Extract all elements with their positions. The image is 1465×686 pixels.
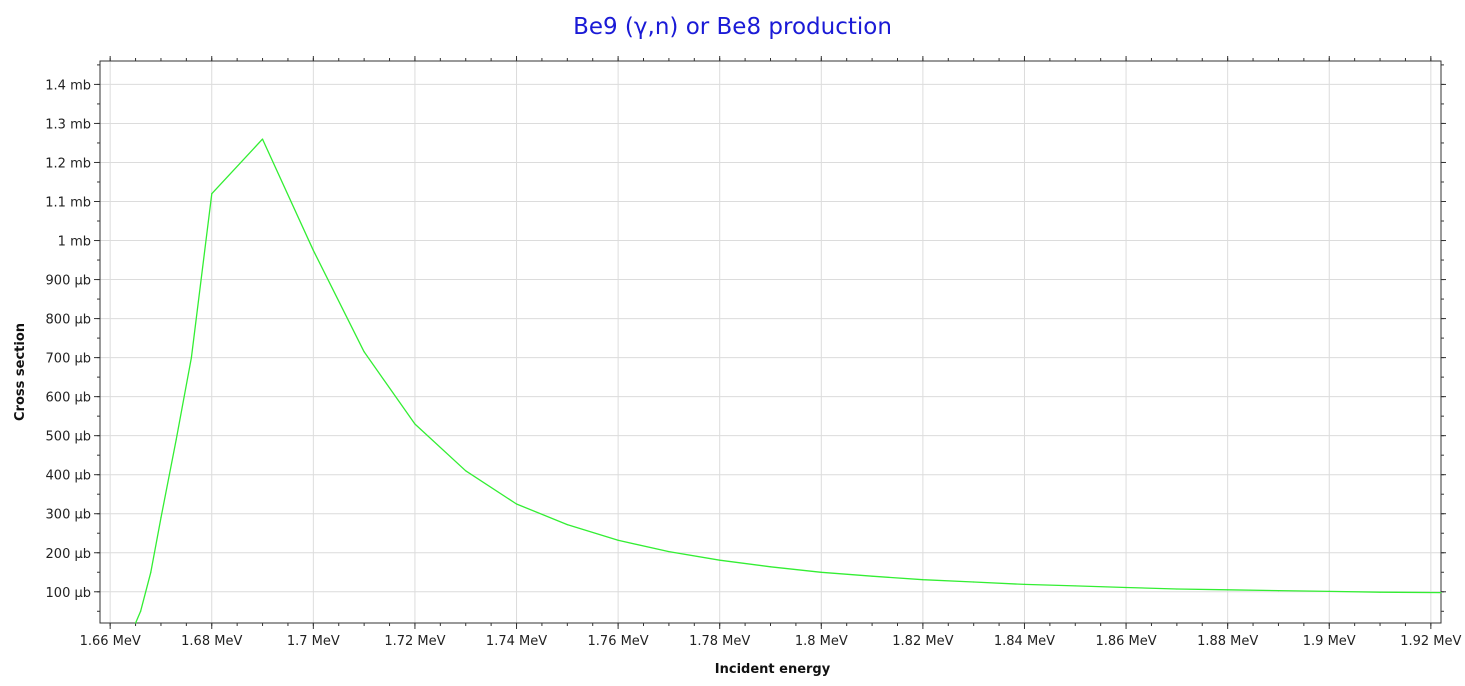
x-axis-tick-labels: 1.66 MeV 1.68 MeV 1.7 MeV 1.72 MeV 1.74 MeV 1… <box>80 634 1462 649</box>
series-line-0 <box>135 138 1442 624</box>
chart-title: Be9 (γ,n) or Be8 production <box>573 14 892 40</box>
y-tick-label: 300 µb <box>46 508 91 523</box>
y-axis-title: Cross section <box>13 323 28 421</box>
y-tick-label: 1 mb <box>58 235 91 250</box>
y-tick-label: 100 µb <box>46 586 91 601</box>
data-point <box>566 524 568 526</box>
y-tick-label: 1.3 mb <box>45 117 91 132</box>
data-point <box>1277 590 1280 592</box>
y-tick-label: 400 µb <box>46 469 91 484</box>
data-point <box>363 351 365 353</box>
data-point <box>1227 589 1229 591</box>
data-point <box>769 566 772 568</box>
data-point <box>465 470 467 472</box>
data-point <box>140 610 142 612</box>
series-layer <box>134 138 1442 624</box>
data-point <box>871 575 873 577</box>
y-tick-label: 500 µb <box>46 430 91 445</box>
y-tick-label: 600 µb <box>46 391 91 406</box>
y-axis-tick-labels: 100 µb 200 µb 300 µb 400 µb 500 µb 600 µb 700 … <box>45 78 91 600</box>
data-point <box>150 571 152 573</box>
data-point <box>617 539 619 541</box>
x-tick-label: 1.76 MeV <box>588 634 649 649</box>
y-tick-label: 900 µb <box>46 274 91 289</box>
y-tick-label: 1.1 mb <box>45 196 91 211</box>
data-point <box>515 503 518 505</box>
x-tick-label: 1.9 MeV <box>1303 634 1356 649</box>
data-point <box>312 249 314 251</box>
data-point <box>820 571 822 573</box>
data-point <box>261 138 264 140</box>
data-point <box>1125 586 1127 589</box>
x-tick-label: 1.86 MeV <box>1095 634 1156 649</box>
x-tick-label: 1.8 MeV <box>795 634 848 649</box>
y-tick-label: 1.4 mb <box>45 78 91 93</box>
x-tick-label: 1.92 MeV <box>1400 634 1461 649</box>
x-tick-label: 1.88 MeV <box>1197 634 1258 649</box>
x-tick-label: 1.66 MeV <box>80 634 141 649</box>
x-tick-label: 1.7 MeV <box>287 634 340 649</box>
data-point <box>973 581 975 583</box>
data-point <box>1023 583 1026 585</box>
data-point <box>211 193 213 195</box>
x-tick-label: 1.82 MeV <box>892 634 953 649</box>
y-tick-label: 700 µb <box>46 352 91 367</box>
data-point <box>719 559 721 561</box>
data-point <box>160 517 162 519</box>
x-tick-label: 1.72 MeV <box>384 634 445 649</box>
data-point <box>1379 591 1381 593</box>
data-point <box>134 622 137 624</box>
data-point <box>1440 591 1442 594</box>
y-tick-label: 200 µb <box>46 547 91 562</box>
data-point <box>414 423 416 425</box>
data-point <box>1328 590 1330 592</box>
x-tick-label: 1.68 MeV <box>181 634 242 649</box>
axis-ticks <box>94 56 1446 629</box>
data-point <box>175 438 177 441</box>
grid-lines <box>100 61 1441 623</box>
y-tick-label: 1.2 mb <box>45 156 91 171</box>
x-tick-label: 1.78 MeV <box>689 634 750 649</box>
data-point <box>1176 588 1178 590</box>
data-point <box>190 357 193 359</box>
x-axis-title: Incident energy <box>715 662 831 677</box>
x-tick-label: 1.84 MeV <box>994 634 1055 649</box>
data-point <box>922 579 924 581</box>
x-tick-label: 1.74 MeV <box>486 634 547 649</box>
data-point <box>1074 585 1076 587</box>
plot-frame <box>99 60 1442 624</box>
data-point <box>668 550 670 553</box>
y-tick-label: 800 µb <box>46 313 91 328</box>
